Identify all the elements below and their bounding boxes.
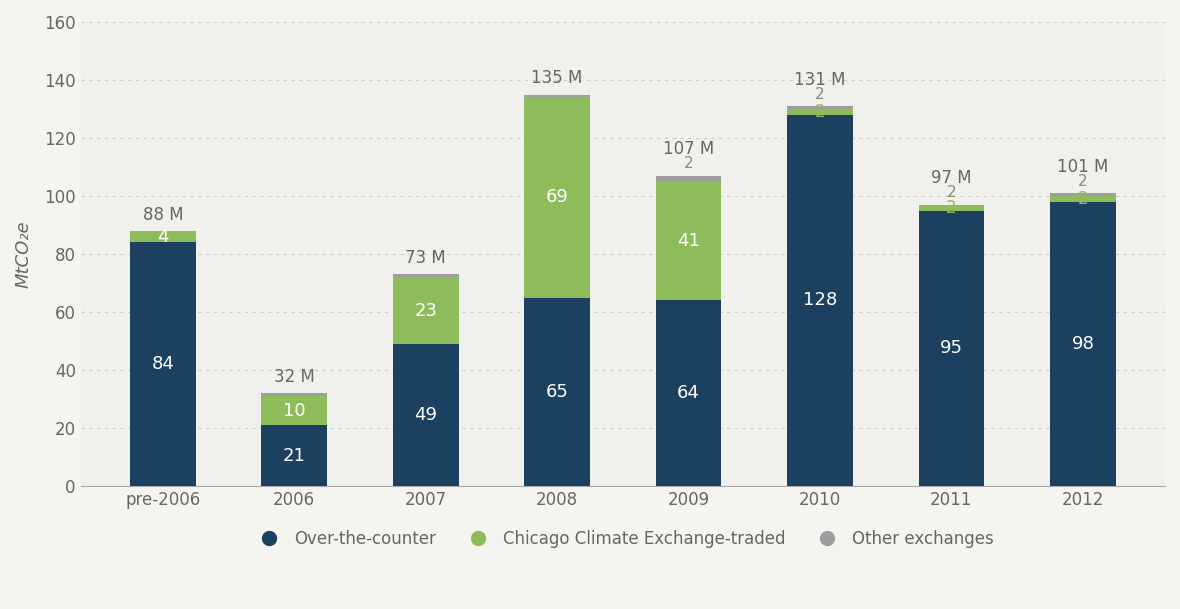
Bar [393, 274, 459, 277]
Bar [262, 396, 327, 425]
Text: 73 M: 73 M [406, 249, 446, 267]
Text: 88 M: 88 M [143, 206, 183, 224]
Text: 2: 2 [1077, 190, 1088, 208]
Y-axis label: MtCO₂e: MtCO₂e [15, 220, 33, 288]
Bar [262, 393, 327, 396]
Text: 41: 41 [677, 232, 700, 250]
Text: 2: 2 [1079, 174, 1088, 189]
Text: 32 M: 32 M [274, 368, 315, 386]
Text: 21: 21 [283, 446, 306, 465]
Bar [1050, 196, 1116, 202]
Bar [656, 300, 721, 486]
Text: 131 M: 131 M [794, 71, 846, 89]
Bar [262, 425, 327, 486]
Text: 98: 98 [1071, 335, 1094, 353]
Bar [393, 344, 459, 486]
Bar [787, 109, 853, 115]
Bar [656, 176, 721, 181]
Bar [130, 231, 196, 242]
Text: 2: 2 [814, 103, 825, 121]
Bar [918, 205, 984, 211]
Text: 2: 2 [815, 86, 825, 102]
Bar [918, 211, 984, 486]
Text: 128: 128 [802, 292, 837, 309]
Text: 97 M: 97 M [931, 169, 972, 188]
Bar [393, 277, 459, 344]
Text: 95: 95 [940, 339, 963, 357]
Text: 49: 49 [414, 406, 438, 424]
Text: 107 M: 107 M [663, 140, 714, 158]
Bar [1050, 193, 1116, 196]
Text: 23: 23 [414, 301, 438, 320]
Bar [130, 242, 196, 486]
Text: 135 M: 135 M [531, 69, 583, 87]
Bar [524, 298, 590, 486]
Bar [524, 94, 590, 97]
Legend: Over-the-counter, Chicago Climate Exchange-traded, Other exchanges: Over-the-counter, Chicago Climate Exchan… [244, 522, 1002, 557]
Bar [524, 97, 590, 298]
Bar [656, 181, 721, 300]
Text: 4: 4 [157, 228, 169, 245]
Bar [787, 115, 853, 486]
Text: 2: 2 [946, 185, 956, 200]
Text: 64: 64 [677, 384, 700, 403]
Text: 2: 2 [683, 157, 694, 171]
Bar [787, 106, 853, 109]
Text: 10: 10 [283, 402, 306, 420]
Text: 65: 65 [545, 383, 569, 401]
Text: 101 M: 101 M [1057, 158, 1108, 176]
Text: 2: 2 [946, 199, 957, 217]
Text: 69: 69 [545, 188, 569, 206]
Text: 84: 84 [151, 355, 175, 373]
Bar [1050, 202, 1116, 486]
